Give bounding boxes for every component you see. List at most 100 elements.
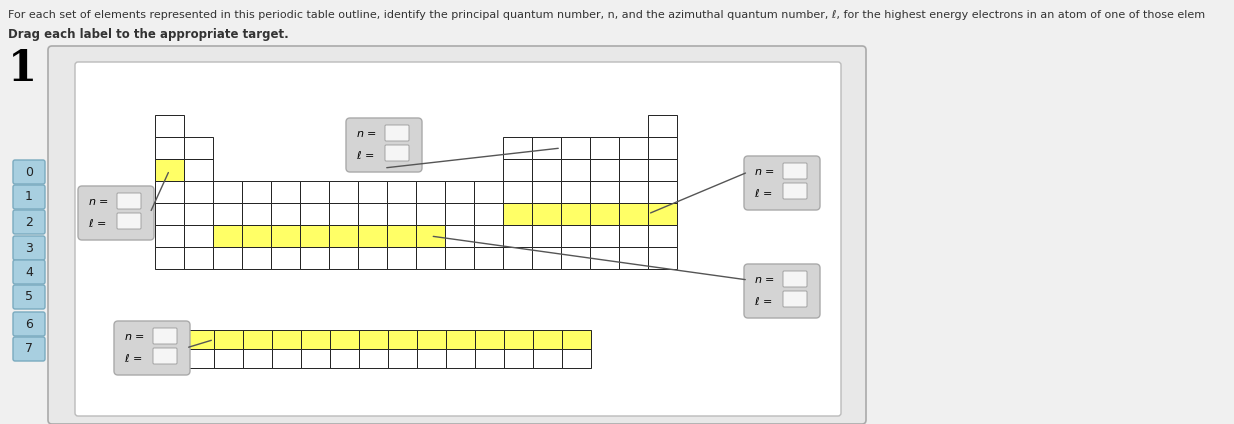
FancyBboxPatch shape: [14, 337, 44, 361]
Bar: [416, 181, 445, 203]
Bar: [155, 137, 184, 159]
Bar: [532, 181, 561, 203]
Text: $n$ =: $n$ =: [355, 129, 376, 139]
Bar: [358, 225, 387, 247]
Bar: [271, 203, 300, 225]
Bar: [387, 349, 417, 368]
FancyBboxPatch shape: [744, 264, 821, 318]
Text: Drag each label to the appropriate target.: Drag each label to the appropriate targe…: [7, 28, 289, 41]
Bar: [155, 115, 184, 137]
Bar: [445, 349, 475, 368]
Bar: [503, 225, 532, 247]
Bar: [387, 203, 416, 225]
Bar: [561, 181, 590, 203]
Bar: [590, 203, 619, 225]
Bar: [184, 181, 213, 203]
Bar: [329, 247, 358, 269]
Bar: [242, 247, 271, 269]
FancyBboxPatch shape: [78, 186, 154, 240]
Bar: [445, 225, 474, 247]
FancyBboxPatch shape: [153, 348, 176, 364]
Text: $\ell$ =: $\ell$ =: [88, 217, 106, 229]
FancyBboxPatch shape: [14, 210, 44, 234]
Bar: [503, 181, 532, 203]
FancyBboxPatch shape: [75, 62, 842, 416]
FancyBboxPatch shape: [385, 145, 408, 161]
Text: $n$ =: $n$ =: [88, 197, 109, 207]
FancyBboxPatch shape: [117, 193, 141, 209]
FancyBboxPatch shape: [114, 321, 190, 375]
Bar: [648, 137, 677, 159]
Bar: [155, 203, 184, 225]
Bar: [387, 225, 416, 247]
Bar: [184, 203, 213, 225]
Bar: [561, 159, 590, 181]
Bar: [329, 349, 359, 368]
Bar: [445, 247, 474, 269]
FancyBboxPatch shape: [346, 118, 422, 172]
Bar: [416, 247, 445, 269]
Bar: [271, 225, 300, 247]
Bar: [242, 181, 271, 203]
Bar: [590, 159, 619, 181]
Bar: [329, 181, 358, 203]
Bar: [213, 247, 242, 269]
Bar: [213, 181, 242, 203]
Bar: [387, 181, 416, 203]
FancyBboxPatch shape: [784, 271, 807, 287]
Bar: [474, 247, 503, 269]
Bar: [503, 330, 533, 349]
Text: 2: 2: [25, 215, 33, 229]
FancyBboxPatch shape: [153, 328, 176, 344]
Bar: [155, 181, 184, 203]
Text: 3: 3: [25, 242, 33, 254]
Bar: [561, 349, 591, 368]
Bar: [271, 247, 300, 269]
Bar: [619, 137, 648, 159]
Bar: [329, 225, 358, 247]
Bar: [619, 159, 648, 181]
Bar: [648, 247, 677, 269]
Text: 4: 4: [25, 265, 33, 279]
FancyBboxPatch shape: [744, 156, 821, 210]
Bar: [387, 330, 417, 349]
Bar: [184, 159, 213, 181]
Bar: [243, 349, 271, 368]
Text: $n$ =: $n$ =: [754, 275, 775, 285]
Bar: [619, 181, 648, 203]
Bar: [503, 203, 532, 225]
Bar: [475, 349, 503, 368]
Text: 6: 6: [25, 318, 33, 330]
Bar: [416, 225, 445, 247]
Bar: [301, 330, 329, 349]
FancyBboxPatch shape: [784, 291, 807, 307]
Bar: [445, 330, 475, 349]
Bar: [619, 225, 648, 247]
Bar: [532, 159, 561, 181]
Bar: [590, 247, 619, 269]
Text: 5: 5: [25, 290, 33, 304]
Bar: [271, 181, 300, 203]
Bar: [648, 225, 677, 247]
Bar: [185, 349, 213, 368]
Text: $\ell$ =: $\ell$ =: [754, 187, 772, 199]
Bar: [359, 330, 387, 349]
FancyBboxPatch shape: [14, 236, 44, 260]
Bar: [213, 203, 242, 225]
Bar: [242, 225, 271, 247]
Text: $\ell$ =: $\ell$ =: [754, 295, 772, 307]
Bar: [301, 349, 329, 368]
Bar: [185, 330, 213, 349]
Bar: [359, 349, 387, 368]
Bar: [155, 247, 184, 269]
Bar: [590, 225, 619, 247]
Bar: [271, 349, 301, 368]
Bar: [503, 349, 533, 368]
Bar: [474, 225, 503, 247]
FancyBboxPatch shape: [117, 213, 141, 229]
Bar: [417, 349, 445, 368]
Bar: [475, 330, 503, 349]
Bar: [474, 181, 503, 203]
Bar: [300, 181, 329, 203]
Bar: [561, 225, 590, 247]
